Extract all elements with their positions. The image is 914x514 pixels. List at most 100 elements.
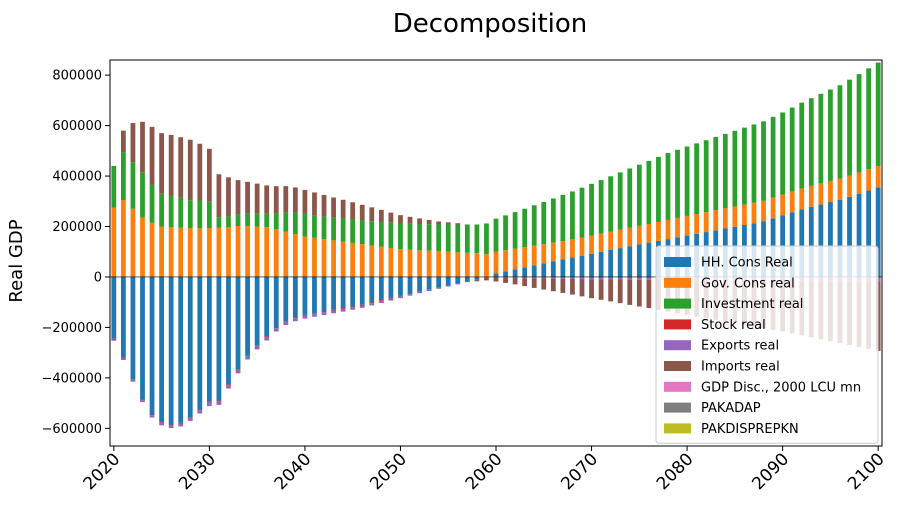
legend-box [655,245,879,444]
bar-stock-real-2059 [484,276,489,278]
legend-label-hh-cons-real: HH. Cons Real [701,256,793,271]
bar-gov-cons-real-2025 [159,226,164,277]
bar-hh-cons-real-2049 [388,276,394,298]
bar-investment-real-2026 [168,195,174,228]
bar-exports-real-2053 [426,289,432,291]
bar-gov-cons-real-2039 [292,234,298,277]
bar-investment-real-2074 [627,168,633,228]
bar-investment-real-2064 [531,205,537,246]
x-tick-label: 2100 [844,449,889,494]
bar-investment-real-2091 [789,107,795,192]
bar-gov-cons-real-2080 [684,215,690,236]
bar-gov-cons-real-2069 [579,237,585,256]
bar-gov-cons-real-2033 [235,226,241,277]
bar-exports-real-2064 [531,277,537,279]
bar-hh-cons-real-2056 [455,276,461,284]
bar-gov-cons-real-2085 [732,206,738,227]
x-tick-label: 2040 [271,449,316,494]
legend-swatch-imports-real [664,361,691,371]
bar-exports-real-2044 [340,309,346,312]
bar-investment-real-2022 [130,162,136,209]
bar-stock-real-2036 [264,336,270,338]
bar-gov-cons-real-2078 [665,219,671,240]
bar-investment-real-2072 [608,176,614,232]
bar-imports-real-2062 [512,278,518,285]
bar-gov-cons-real-2059 [484,254,489,277]
bar-investment-real-2030 [206,201,212,229]
bar-hh-cons-real-2024 [149,276,155,415]
bar-exports-real-2035 [254,345,260,350]
bar-hh-cons-real-2058 [474,276,480,279]
bar-stock-real-2045 [350,306,356,308]
bar-exports-real-2029 [197,410,203,414]
bar-stock-real-2066 [550,276,556,278]
bar-exports-real-2040 [302,315,308,319]
bar-gov-cons-real-2054 [436,251,442,277]
bar-gov-cons-real-2051 [407,249,413,277]
bar-gov-cons-real-2024 [149,222,155,277]
bar-exports-real-2046 [359,305,365,308]
bar-imports-real-2051 [407,216,413,224]
bar-gov-cons-real-2026 [168,227,174,277]
bar-hh-cons-real-2055 [445,276,451,286]
bar-investment-real-2065 [541,201,547,245]
bar-stock-real-2028 [187,416,193,418]
bar-imports-real-2064 [531,278,537,288]
y-tick-label: 800000 [52,69,102,84]
bar-gov-cons-real-2022 [130,208,136,277]
bar-hh-cons-real-2040 [302,276,308,315]
bar-investment-real-2032 [226,216,231,228]
bar-stock-real-2048 [378,300,384,301]
bar-stock-real-2041 [312,313,317,314]
bar-gov-cons-real-2032 [226,227,231,277]
bar-imports-real-2075 [636,279,642,307]
bar-exports-real-2074 [627,277,633,280]
bar-investment-real-2094 [818,93,824,184]
bar-stock-real-2052 [417,291,422,292]
bar-investment-real-2045 [350,219,356,243]
bar-investment-real-2089 [770,116,776,198]
bar-imports-real-2054 [436,221,442,225]
bar-investment-real-2050 [398,223,403,250]
chart-title: Decomposition [393,9,588,39]
bar-hh-cons-real-2033 [235,276,241,370]
bar-investment-real-2037 [273,213,279,230]
legend-label-exports-real: Exports real [701,339,779,354]
bar-investment-real-2069 [579,187,585,238]
bar-gov-cons-real-2023 [140,217,145,277]
bar-hh-cons-real-2026 [168,276,174,425]
bar-gov-cons-real-2094 [818,183,824,205]
bar-stock-real-2034 [245,355,250,356]
legend-label-pakdisprepkn: PAKDISPREPKN [701,422,799,437]
bar-hh-cons-real-2066 [550,261,556,277]
bar-gov-cons-real-2068 [570,239,575,258]
bar-gov-cons-real-2050 [398,249,403,277]
bar-stock-real-2061 [503,276,508,278]
bar-imports-real-2034 [245,181,250,214]
bar-hh-cons-real-2067 [560,259,566,277]
bar-investment-real-2028 [187,200,193,229]
bar-stock-real-2049 [388,297,394,299]
bar-investment-real-2093 [808,98,814,186]
legend-label-gdp-disc-2000-lcu-mn: GDP Disc., 2000 LCU mn [701,380,861,395]
legend-swatch-gov-cons-real [664,277,691,288]
bar-imports-real-2060 [493,277,499,282]
bar-stock-real-2050 [398,295,403,297]
bar-investment-real-2038 [283,212,289,232]
bar-stock-real-2031 [216,400,222,402]
bar-stock-real-2047 [369,302,375,304]
bar-hh-cons-real-2021 [120,276,126,358]
bar-hh-cons-real-2099 [866,190,872,277]
bar-investment-real-2060 [493,218,499,252]
bar-gov-cons-real-2074 [627,227,633,247]
legend-swatch-pakadap [664,402,691,413]
bar-gov-cons-real-2036 [264,227,270,277]
bar-stock-real-2027 [178,422,184,424]
bar-investment-real-2081 [694,143,700,215]
bar-hh-cons-real-2047 [369,276,375,303]
bar-exports-real-2022 [130,379,136,382]
bar-stock-real-2051 [407,293,413,295]
bar-investment-real-2096 [837,85,843,179]
bar-hh-cons-real-2025 [159,276,164,423]
bar-stock-real-2076 [646,276,652,278]
